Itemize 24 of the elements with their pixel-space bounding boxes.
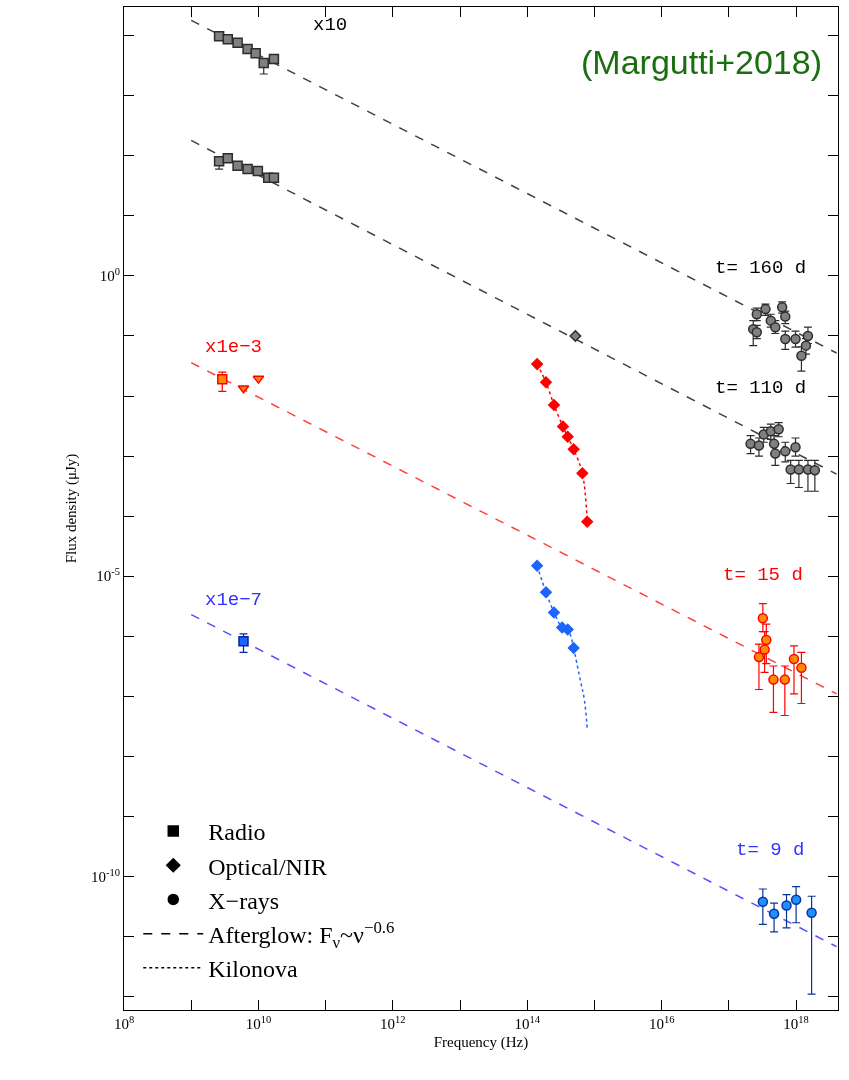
x-tick-label: 10$^{10}$ (245, 1013, 272, 1032)
x-tick-label: 10$^{18}$ (783, 1013, 809, 1032)
x-tick-label: 10$^{16}$ (648, 1013, 675, 1032)
annotation: x10 (313, 14, 348, 36)
annotation: (Margutti+2018) (581, 43, 822, 81)
annotation: t= 110 d (715, 377, 807, 399)
legend-label: Optical/NIR (208, 853, 327, 880)
x-tick-label: 10$^{8}$ (113, 1013, 135, 1032)
x-tick-label: 10$^{14}$ (514, 1013, 541, 1032)
annotation: x1e−7 (205, 589, 263, 611)
annotation: x1e−3 (205, 336, 263, 358)
annotation: t= 15 d (723, 564, 803, 586)
annotation: t= 9 d (736, 839, 805, 861)
y-tick-label: 10$^{-10}$ (91, 866, 120, 885)
x-tick-label: 10$^{12}$ (380, 1013, 406, 1032)
y-axis-title: Flux density (μJy) (63, 453, 81, 564)
legend-label: Radio (208, 819, 266, 846)
x-axis-title: Frequency (Hz) (433, 1034, 529, 1051)
y-tick-label: 10$^{-5}$ (96, 566, 120, 585)
annotation: t= 160 d (715, 257, 807, 279)
legend-label: Kilonova (208, 956, 298, 983)
legend-label: X−rays (208, 887, 280, 914)
y-tick-label: 10$^{0}$ (99, 265, 120, 285)
legend-label: Afterglow: F$_{ν}$~ν$^{−0.6}$ (208, 917, 395, 953)
